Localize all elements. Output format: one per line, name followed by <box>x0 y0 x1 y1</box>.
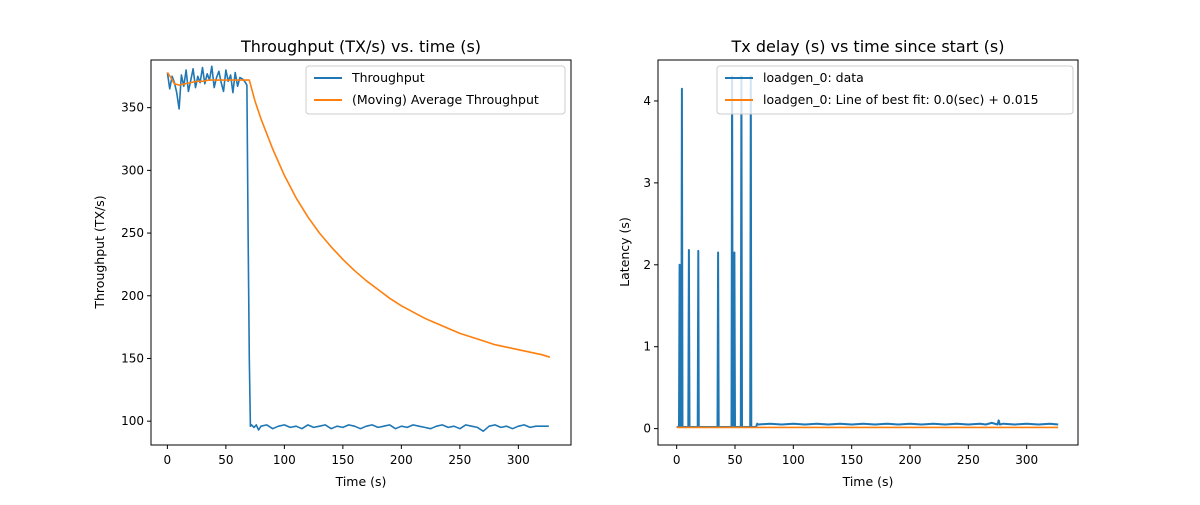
y-tick-label: 200 <box>121 289 144 303</box>
y-tick-label: 1 <box>643 340 651 354</box>
x-axis-label: Time (s) <box>842 474 894 489</box>
x-tick-label: 0 <box>673 453 681 467</box>
legend: Throughput (Moving) Average Throughput <box>305 65 566 115</box>
throughput-chart: Throughput (TX/s) vs. time (s) 0 50 100 150… <box>92 37 572 489</box>
chart-title: Tx delay (s) vs time since start (s) <box>731 37 1005 56</box>
x-tick-label: 100 <box>273 453 296 467</box>
y-tick-label: 2 <box>643 258 651 272</box>
x-tick-label: 150 <box>331 453 354 467</box>
x-tick-label: 250 <box>957 453 980 467</box>
y-tick-label: 4 <box>643 94 651 108</box>
latency-chart: Tx delay (s) vs time since start (s) 0 50… <box>617 37 1079 489</box>
plot-area <box>657 59 1079 446</box>
legend-label-data: loadgen_0: data <box>763 70 864 85</box>
y-tick-label: 350 <box>121 101 144 115</box>
legend-label-throughput: Throughput <box>351 70 425 85</box>
series-line-primary <box>166 65 549 433</box>
y-tick-label: 300 <box>121 163 144 177</box>
plot-area <box>150 59 572 446</box>
x-tick-label: 150 <box>840 453 863 467</box>
x-axis-label: Time (s) <box>335 474 387 489</box>
x-tick-label: 200 <box>390 453 413 467</box>
legend-box <box>305 65 566 115</box>
legend-label-best-fit: loadgen_0: Line of best fit: 0.0(sec) + … <box>763 92 1039 107</box>
y-axis-label: Throughput (TX/s) <box>92 195 107 309</box>
legend-box <box>716 65 1074 115</box>
series-line-secondary <box>166 72 551 358</box>
y-axis-label: Latency (s) <box>617 217 632 287</box>
legend-label-average: (Moving) Average Throughput <box>352 92 539 107</box>
y-tick-label: 0 <box>643 422 651 436</box>
x-tick-label: 50 <box>218 453 233 467</box>
x-tick-label: 200 <box>899 453 922 467</box>
series-line-primary <box>676 75 1059 428</box>
x-tick-label: 50 <box>727 453 742 467</box>
legend: loadgen_0: data loadgen_0: Line of best … <box>716 65 1074 115</box>
y-tick-label: 150 <box>121 351 144 365</box>
y-tick-label: 100 <box>121 414 144 428</box>
chart-title: Throughput (TX/s) vs. time (s) <box>240 37 481 56</box>
x-tick-label: 0 <box>164 453 172 467</box>
x-tick-label: 300 <box>1015 453 1038 467</box>
x-tick-label: 100 <box>782 453 805 467</box>
y-tick-label: 250 <box>121 226 144 240</box>
y-tick-label: 3 <box>643 176 651 190</box>
x-tick-label: 250 <box>448 453 471 467</box>
x-tick-label: 300 <box>507 453 530 467</box>
